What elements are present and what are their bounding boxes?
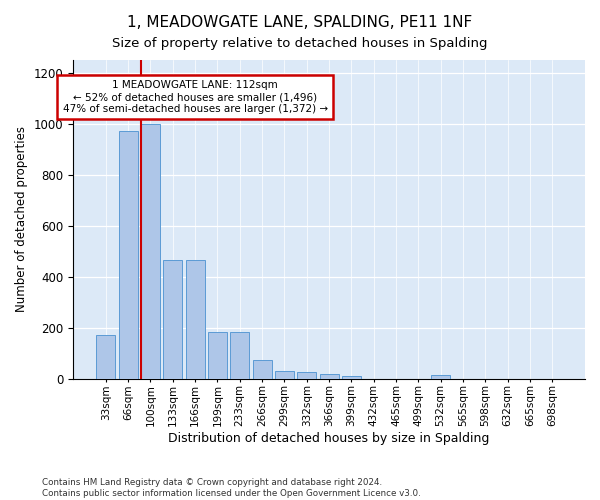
Y-axis label: Number of detached properties: Number of detached properties	[15, 126, 28, 312]
Bar	[342, 376, 361, 379]
Text: 1, MEADOWGATE LANE, SPALDING, PE11 1NF: 1, MEADOWGATE LANE, SPALDING, PE11 1NF	[127, 15, 473, 30]
Bar	[96, 336, 115, 379]
Bar	[185, 260, 205, 379]
Text: Size of property relative to detached houses in Spalding: Size of property relative to detached ho…	[112, 38, 488, 51]
Bar	[431, 376, 450, 379]
Bar	[230, 332, 249, 379]
Bar	[320, 374, 338, 379]
X-axis label: Distribution of detached houses by size in Spalding: Distribution of detached houses by size …	[169, 432, 490, 445]
Bar	[119, 132, 137, 379]
Bar	[163, 260, 182, 379]
Text: 1 MEADOWGATE LANE: 112sqm
← 52% of detached houses are smaller (1,496)
47% of se: 1 MEADOWGATE LANE: 112sqm ← 52% of detac…	[62, 80, 328, 114]
Bar	[208, 332, 227, 379]
Bar	[141, 124, 160, 379]
Bar	[297, 372, 316, 379]
Bar	[253, 360, 272, 379]
Bar	[275, 371, 294, 379]
Text: Contains HM Land Registry data © Crown copyright and database right 2024.
Contai: Contains HM Land Registry data © Crown c…	[42, 478, 421, 498]
